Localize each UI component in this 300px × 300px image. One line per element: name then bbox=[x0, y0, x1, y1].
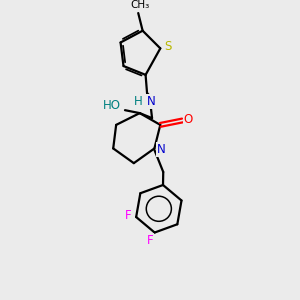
Text: F: F bbox=[124, 209, 131, 222]
Text: S: S bbox=[164, 40, 171, 53]
Text: CH₃: CH₃ bbox=[130, 0, 149, 10]
Text: O: O bbox=[184, 112, 193, 125]
Text: N: N bbox=[157, 143, 165, 156]
Text: HO: HO bbox=[103, 99, 121, 112]
Text: H: H bbox=[134, 95, 142, 108]
Text: N: N bbox=[147, 95, 156, 108]
Text: F: F bbox=[147, 234, 154, 247]
